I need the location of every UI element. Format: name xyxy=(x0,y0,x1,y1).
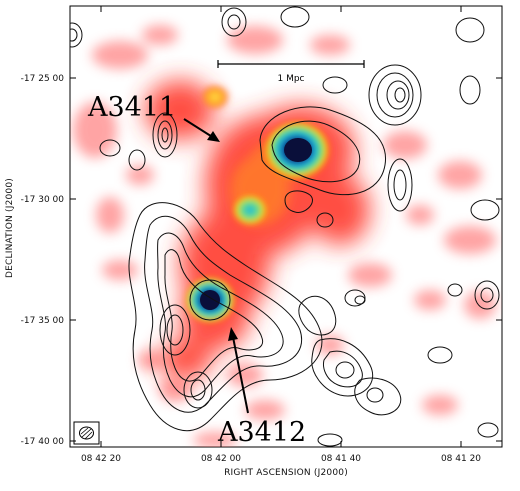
beam-indicator xyxy=(73,421,100,445)
cluster-label-a3411: A3411 xyxy=(87,92,176,123)
radio-contours xyxy=(70,6,500,447)
x-tick-label: 08 42 00 xyxy=(201,454,241,464)
x-axis-title: RIGHT ASCENSION (J2000) xyxy=(224,468,348,478)
scale-bar: 1 Mpc xyxy=(217,60,365,84)
y-axis xyxy=(70,77,502,442)
y-tick-label: -17 25 00 xyxy=(21,74,65,84)
y-tick-label: -17 35 00 xyxy=(21,316,65,326)
x-tick-label: 08 41 20 xyxy=(441,454,481,464)
y-tick-label: -17 40 00 xyxy=(21,437,65,447)
y-axis-title: DECLINATION (J2000) xyxy=(5,178,15,278)
arrow-a3412 xyxy=(228,327,249,414)
a3411-core xyxy=(284,138,312,162)
x-tick-label: 08 42 20 xyxy=(81,454,121,464)
scale-bar-label: 1 Mpc xyxy=(277,74,304,84)
x-axis xyxy=(100,6,462,447)
arrow-a3411 xyxy=(183,118,220,142)
cluster-label-a3412: A3412 xyxy=(217,417,306,448)
y-tick-label: -17 30 00 xyxy=(21,195,65,205)
x-tick-label: 08 41 40 xyxy=(321,454,361,464)
